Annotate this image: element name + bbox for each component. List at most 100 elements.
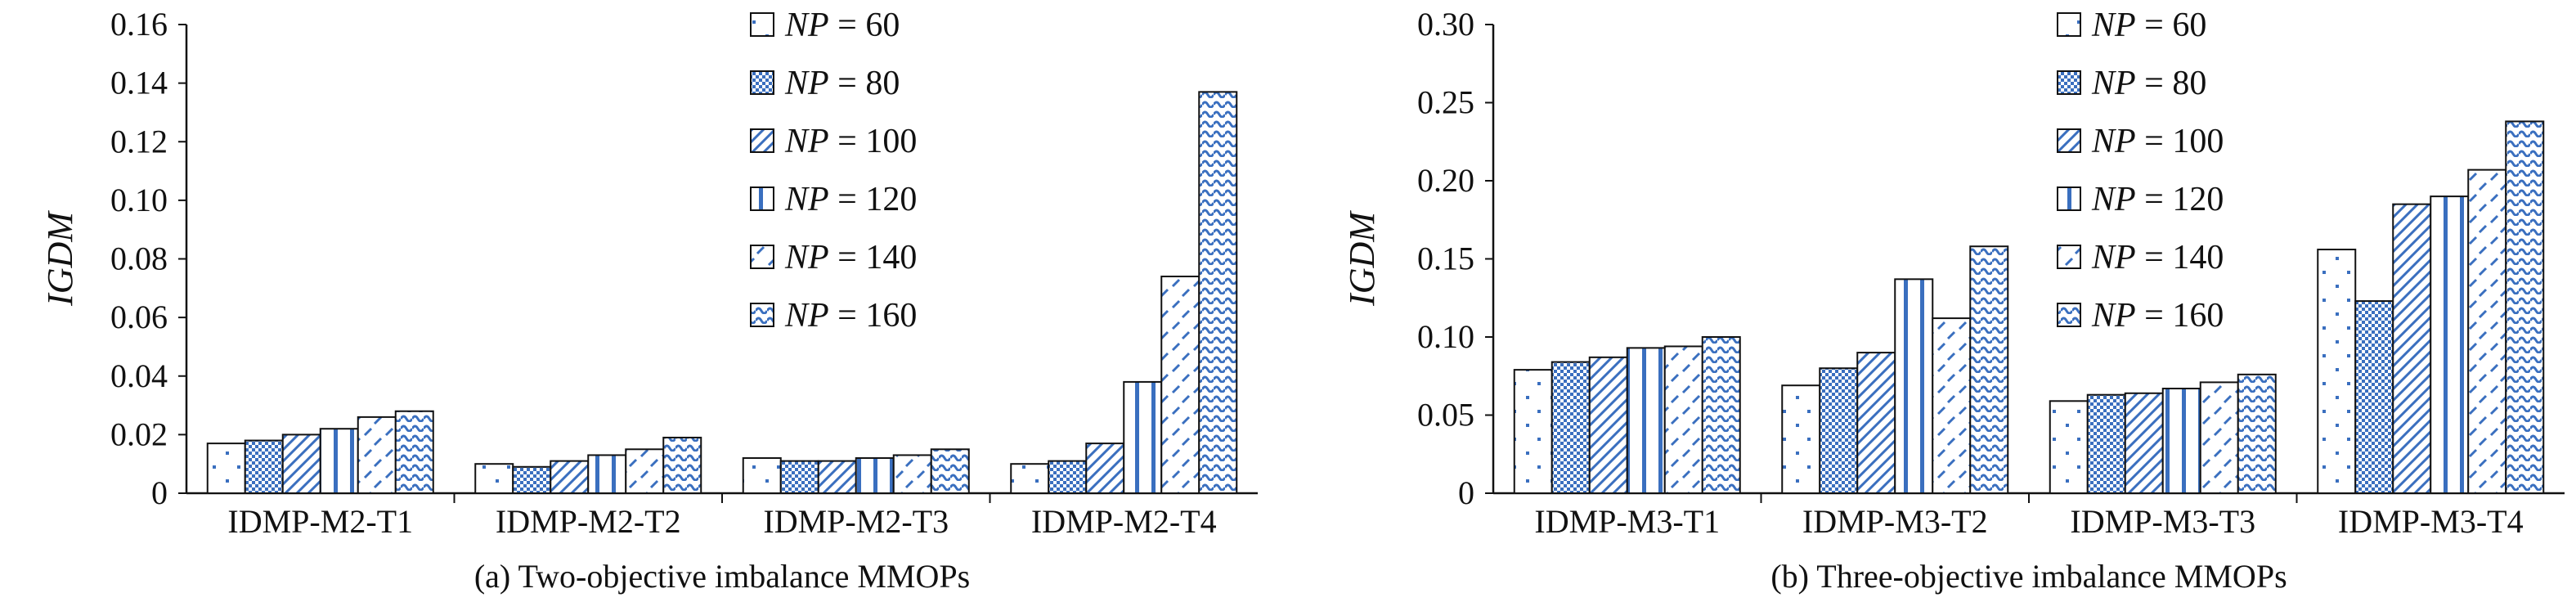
- bar: [1932, 317, 1972, 494]
- bar: [2505, 120, 2545, 494]
- y-tick-label: 0.06: [110, 299, 168, 335]
- category-label: IDMP-M2-T2: [496, 503, 681, 540]
- bar: [2354, 300, 2394, 494]
- bar: [512, 465, 552, 494]
- bar: [1819, 367, 1859, 495]
- bar: [742, 457, 782, 495]
- bar: [1123, 380, 1163, 494]
- legend-label: NP = 120: [784, 181, 917, 218]
- legend-label: NP = 160: [2091, 297, 2224, 335]
- legend-label: NP = 120: [2091, 181, 2224, 218]
- bar: [817, 460, 857, 495]
- bar: [1781, 384, 1821, 494]
- bar: [1048, 460, 1088, 495]
- legend-label: NP = 100: [2091, 123, 2224, 160]
- bar: [2199, 381, 2239, 495]
- category-label: IDMP-M2-T1: [227, 503, 413, 540]
- bar: [1085, 443, 1125, 495]
- y-tick-label: 0.04: [110, 357, 168, 394]
- legend-swatch: [750, 303, 774, 327]
- legend-label: NP = 140: [784, 239, 917, 276]
- chart-caption: (a) Two-objective imbalance MMOPs: [474, 558, 970, 595]
- legend-swatch: [750, 12, 774, 37]
- category-label: IDMP-M2-T3: [763, 503, 949, 540]
- bar: [244, 439, 284, 494]
- bar: [587, 454, 627, 494]
- bar: [1894, 278, 1934, 494]
- bar: [1513, 369, 1553, 494]
- legend-label: NP = 60: [2091, 7, 2206, 44]
- bar: [1198, 91, 1238, 495]
- bar: [855, 457, 895, 495]
- bar: [357, 416, 397, 495]
- legend-swatch: [2057, 245, 2081, 269]
- legend-swatch: [2057, 128, 2081, 153]
- y-tick-label: 0.10: [1417, 318, 1474, 355]
- y-tick-label: 0.15: [1417, 240, 1474, 277]
- bar: [550, 460, 590, 495]
- bar: [2124, 392, 2164, 495]
- category-label: IDMP-M3-T4: [2338, 503, 2524, 540]
- chart-three-objective: 0 0.05 0.10 0.15 0.20 0.25 0.30 IGDM IDMP-M3-T1 I…: [1342, 6, 2565, 595]
- bar: [281, 434, 321, 494]
- bar: [2086, 393, 2126, 495]
- bar: [892, 454, 932, 494]
- legend-label: NP = 80: [784, 65, 900, 102]
- bar: [1160, 275, 1200, 494]
- y-tick-label: 0.02: [110, 416, 168, 452]
- y-tick-label: 0.12: [110, 123, 168, 159]
- legend-swatch: [750, 245, 774, 269]
- bar: [1626, 347, 1666, 494]
- y-axis-label: IGDM: [1342, 210, 1382, 307]
- bar: [930, 448, 970, 494]
- legend-swatch: [2057, 12, 2081, 37]
- bar: [625, 448, 665, 494]
- y-tick-label: 0.20: [1417, 162, 1474, 199]
- category-label: IDMP-M3-T1: [1534, 503, 1720, 540]
- legend-label: NP = 160: [784, 297, 917, 335]
- legend-swatch: [750, 128, 774, 153]
- y-axis-label: IGDM: [40, 210, 80, 307]
- y-tick-label: 0.05: [1417, 397, 1474, 434]
- bar: [1588, 356, 1628, 494]
- bar: [1663, 345, 1703, 494]
- legend-swatch: [2057, 70, 2081, 95]
- legend-label: NP = 60: [784, 7, 900, 44]
- bar: [2049, 400, 2089, 494]
- y-tick-label: 0: [1458, 474, 1474, 511]
- legend-swatch: [750, 70, 774, 95]
- legend-label: NP = 140: [2091, 239, 2224, 276]
- bar: [2317, 249, 2357, 494]
- bar: [1010, 463, 1050, 494]
- y-tick-label: 0.10: [110, 182, 168, 218]
- bar: [2392, 203, 2432, 494]
- category-label: IDMP-M3-T2: [1802, 503, 1988, 540]
- bar: [474, 463, 514, 494]
- bar: [394, 410, 434, 495]
- legend-label: NP = 100: [784, 123, 917, 160]
- y-tick-label: 0.14: [110, 65, 168, 101]
- y-tick-label: 0.25: [1417, 84, 1474, 121]
- y-tick-label: 0.08: [110, 240, 168, 277]
- bar: [779, 460, 819, 495]
- bar: [662, 436, 702, 494]
- legend-label: NP = 80: [2091, 65, 2206, 102]
- y-tick-label: 0.30: [1417, 6, 1474, 43]
- legend-swatch: [750, 186, 774, 211]
- bar: [1856, 352, 1896, 494]
- chart-two-objective: 0 0.02 0.04 0.06 0.08 0.10 0.12 0.14 0.16 IGDM IDM…: [40, 6, 1258, 595]
- chart-caption: (b) Three-objective imbalance MMOPs: [1770, 558, 2287, 595]
- y-tick-label: 0: [151, 474, 168, 511]
- category-label: IDMP-M2-T4: [1031, 503, 1217, 540]
- legend-swatch: [2057, 186, 2081, 211]
- bar: [206, 443, 246, 495]
- category-label: IDMP-M3-T3: [2070, 503, 2255, 540]
- bar: [1701, 336, 1741, 494]
- y-tick-label: 0.16: [110, 6, 168, 43]
- bar: [2237, 373, 2277, 494]
- bar: [2467, 168, 2507, 494]
- bar: [2161, 388, 2201, 494]
- bar: [1551, 361, 1591, 494]
- bar: [319, 428, 359, 495]
